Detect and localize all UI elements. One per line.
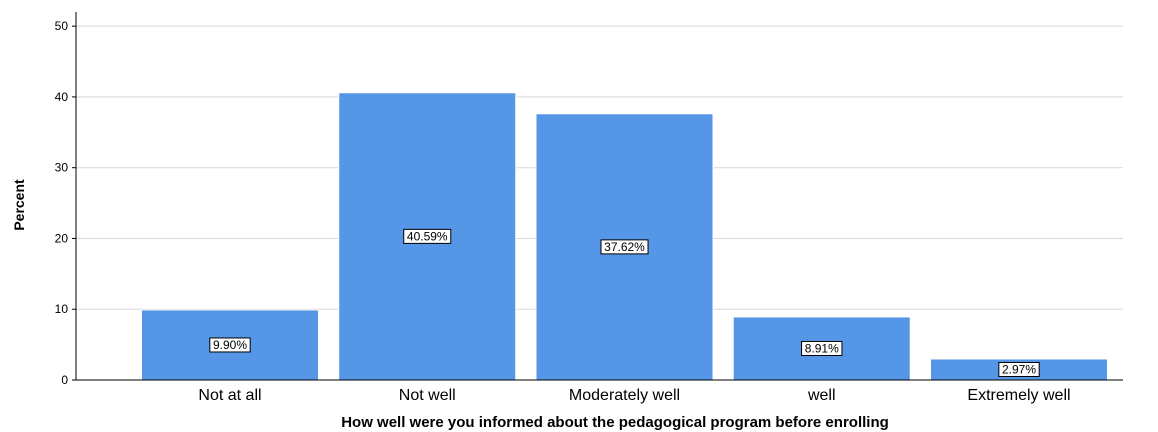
bars xyxy=(141,92,1108,381)
data-label: 9.90% xyxy=(209,337,251,353)
x-category-label: Not well xyxy=(399,387,456,404)
x-category-label: Extremely well xyxy=(967,387,1070,404)
data-label-text: 37.62% xyxy=(604,240,645,254)
data-label: 8.91% xyxy=(801,340,843,356)
data-label-box xyxy=(801,340,843,356)
y-tick-label: 10 xyxy=(55,302,69,316)
data-label: 2.97% xyxy=(998,361,1040,377)
y-tick-label: 20 xyxy=(55,231,69,245)
axes xyxy=(72,12,1123,381)
y-tick-label: 40 xyxy=(55,90,69,104)
data-label-text: 2.97% xyxy=(1002,362,1036,376)
data-labels: 9.90% 40.59% 37.62% 8.91% 2.97% xyxy=(209,228,1040,377)
data-label: 37.62% xyxy=(600,239,649,255)
x-axis-title: How well were you informed about the ped… xyxy=(341,414,889,431)
data-label-text: 8.91% xyxy=(805,341,839,355)
data-label-box xyxy=(403,228,452,244)
data-label-box xyxy=(600,239,649,255)
x-category-labels: Not at all Not well Moderately well well Ext… xyxy=(198,387,1070,404)
x-category-label: well xyxy=(807,387,836,404)
data-label-box xyxy=(209,337,251,353)
y-tick-label: 50 xyxy=(55,19,69,33)
y-tick-label: 0 xyxy=(61,373,68,387)
data-label-box xyxy=(998,361,1040,377)
data-label: 40.59% xyxy=(403,228,452,244)
x-category-label: Moderately well xyxy=(569,387,680,404)
x-category-label: Not at all xyxy=(198,387,261,404)
data-label-text: 40.59% xyxy=(407,229,448,243)
y-axis-title: Percent xyxy=(11,179,27,231)
y-tick-label: 30 xyxy=(55,161,69,175)
data-label-text: 9.90% xyxy=(213,338,247,352)
y-tick-labels: 0 10 20 30 40 50 xyxy=(55,19,69,387)
